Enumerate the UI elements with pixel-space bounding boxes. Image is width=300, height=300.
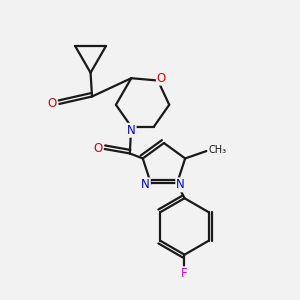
Text: O: O xyxy=(157,72,166,85)
Text: CH₃: CH₃ xyxy=(208,146,226,155)
Text: O: O xyxy=(47,98,56,110)
Text: F: F xyxy=(181,267,188,280)
Text: N: N xyxy=(141,178,150,191)
Text: N: N xyxy=(127,124,136,137)
Text: O: O xyxy=(93,142,103,155)
Text: N: N xyxy=(176,178,185,191)
